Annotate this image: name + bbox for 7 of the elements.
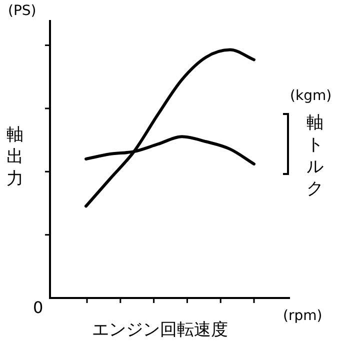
text: 0 xyxy=(33,298,44,317)
y2-axis-title: 軸トルク xyxy=(306,112,324,200)
annotation: (kgm) xyxy=(290,88,332,104)
text: (PS) xyxy=(8,3,36,19)
text: (rpm) xyxy=(283,308,322,324)
y-axis-title: 軸出力 xyxy=(6,124,24,190)
x-axis-title: エンジン回転速度 xyxy=(92,319,228,341)
